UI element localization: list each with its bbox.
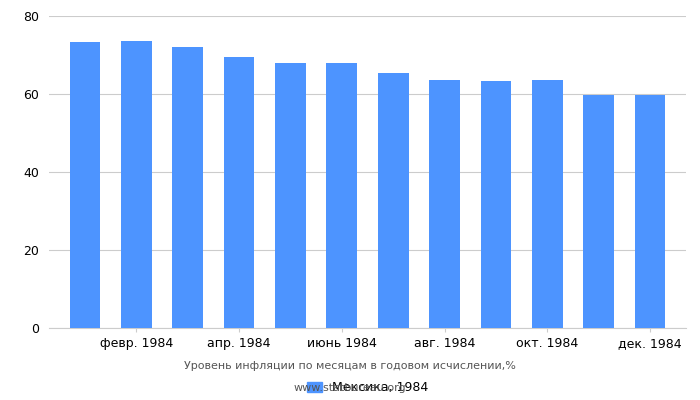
Bar (172, 47, 203, 328)
Bar (429, 80, 460, 328)
Bar (69, 42, 100, 328)
Bar (224, 57, 255, 328)
Bar (532, 80, 563, 328)
Bar (326, 63, 357, 328)
Bar (480, 81, 511, 328)
Bar (121, 41, 152, 328)
Text: www.statbureau.org: www.statbureau.org (294, 383, 406, 393)
Bar (275, 63, 306, 328)
Text: Уровень инфляции по месяцам в годовом исчислении,%: Уровень инфляции по месяцам в годовом ис… (184, 361, 516, 371)
Bar (635, 95, 666, 328)
Legend: Мексика, 1984: Мексика, 1984 (307, 381, 428, 394)
Bar (378, 73, 409, 328)
Bar (583, 95, 614, 328)
